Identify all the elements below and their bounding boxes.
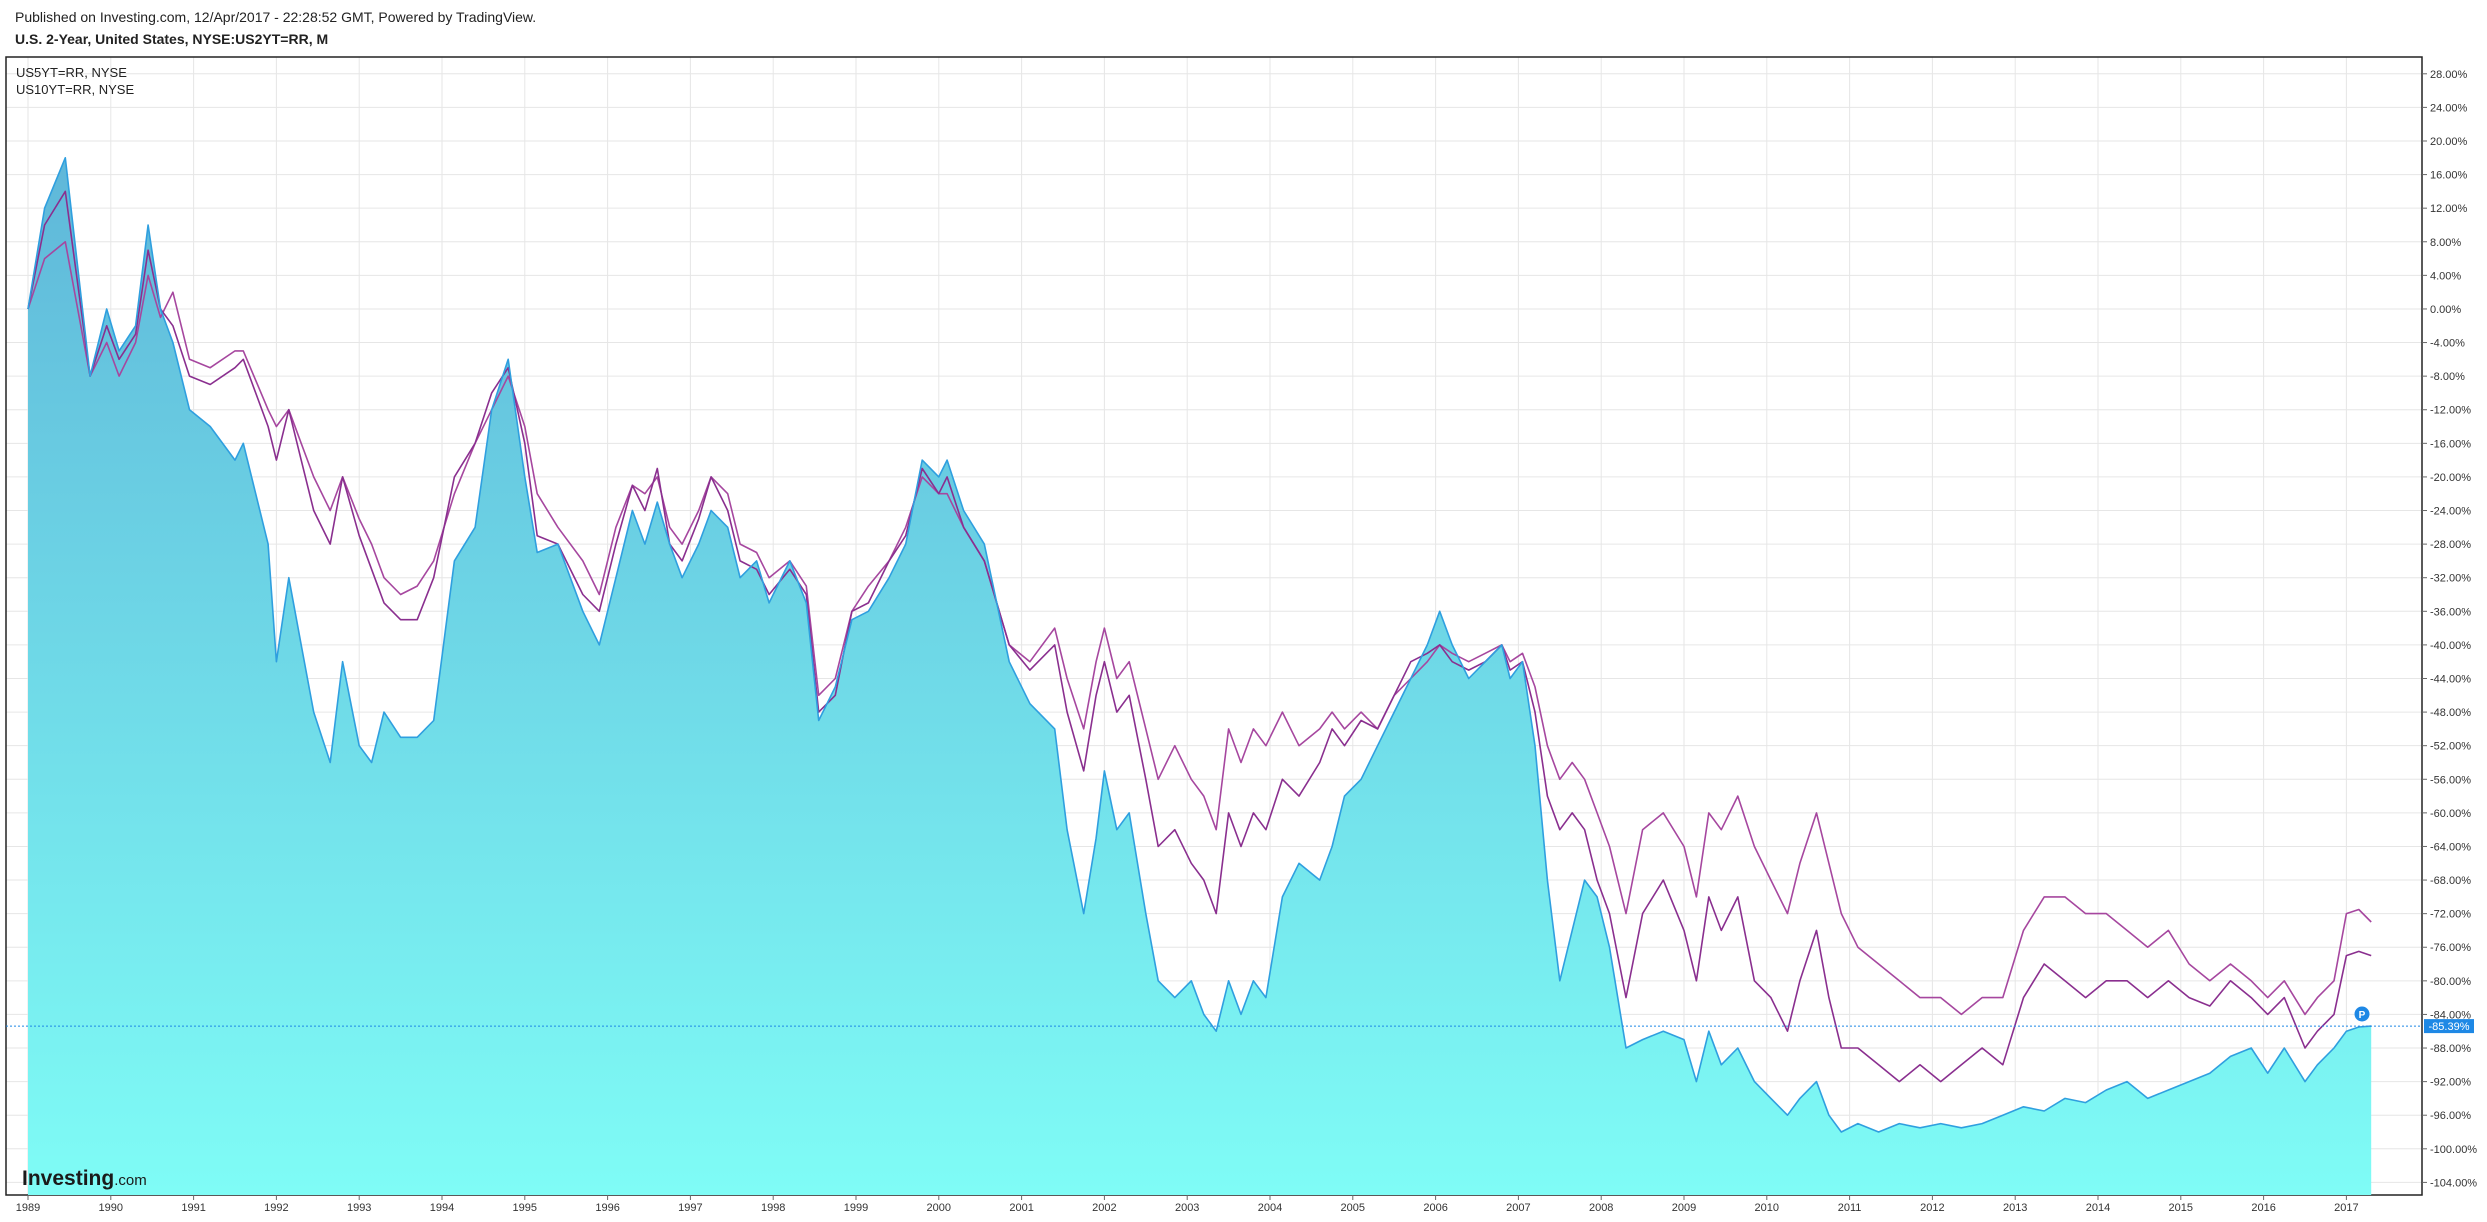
x-tick-label: 1993 [347,1202,371,1214]
y-tick-label: -96.00% [2430,1110,2471,1122]
y-tick-label: -16.00% [2430,438,2471,450]
svg-text:Investing.com: Investing.com [22,1167,147,1190]
x-tick-label: 2013 [2003,1202,2027,1214]
p-marker-label: P [2359,1010,2366,1021]
y-tick-label: -20.00% [2430,472,2471,484]
series-layer [27,157,2372,1195]
x-tick-label: 2007 [1506,1202,1530,1214]
x-tick-label: 2011 [1838,1202,1862,1214]
price-marker[interactable]: P -85.39% [2354,1006,2475,1034]
x-tick-label: 1994 [430,1202,454,1214]
y-tick-label: -36.00% [2430,606,2471,618]
x-tick-label: 1997 [678,1202,702,1214]
x-tick-label: 1998 [761,1202,785,1214]
x-tick-label: 1992 [264,1202,288,1214]
y-tick-label: 28.00% [2430,69,2468,81]
x-tick-label: 1995 [513,1202,537,1214]
y-tick-label: -32.00% [2430,573,2471,585]
y-tick-label: 4.00% [2430,270,2461,282]
y-tick-label: -72.00% [2430,909,2471,921]
y-tick-label: -52.00% [2430,741,2471,753]
investing-logo: Investing.com [22,1167,147,1190]
x-tick-label: 1990 [99,1202,123,1214]
y-tick-label: -4.00% [2430,338,2465,350]
x-tick-label: 2012 [1920,1202,1944,1214]
y-tick-label: -68.00% [2430,875,2471,887]
p-marker-icon[interactable] [2354,1006,2370,1022]
y-tick-label: 20.00% [2430,136,2468,148]
series-line-us5y [27,190,2372,1083]
y-axis[interactable]: 28.00% 24.00% 20.00% 16.00% 12.00% 8.00% 4.00%… [2422,69,2477,1190]
x-tick-label: 2005 [1341,1202,1365,1214]
x-tick-label: 2016 [2251,1202,2275,1214]
y-tick-label: -76.00% [2430,942,2471,954]
y-tick-label: -84.00% [2430,1009,2471,1021]
x-tick-label: 1999 [844,1202,868,1214]
x-tick-label: 2003 [1175,1202,1199,1214]
series-line-us10y [27,241,2372,1016]
x-tick-label: 2009 [1672,1202,1696,1214]
x-tick-label: 2015 [2169,1202,2193,1214]
x-tick-label: 2008 [1589,1202,1613,1214]
y-tick-label: 0.00% [2430,304,2461,316]
x-tick-label: 2010 [1755,1202,1779,1214]
logo-name: Investing [22,1167,114,1190]
legend: US5YT=RR, NYSE US10YT=RR, NYSE [16,65,134,97]
y-tick-label: -24.00% [2430,506,2471,518]
y-tick-label: 12.00% [2430,203,2468,215]
y-tick-label: -44.00% [2430,673,2471,685]
y-tick-label: -12.00% [2430,405,2471,417]
logo-suffix: .com [114,1172,147,1189]
y-tick-label: -104.00% [2430,1177,2477,1189]
y-tick-label: -88.00% [2430,1043,2471,1055]
published-note: Published on Investing.com, 12/Apr/2017 … [15,9,537,25]
y-tick-label: 24.00% [2430,102,2468,114]
y-tick-label: -80.00% [2430,976,2471,988]
y-tick-label: -100.00% [2430,1144,2477,1156]
x-tick-label: 2001 [1009,1202,1033,1214]
x-axis[interactable]: 1989 1990 1991 1992 1993 1994 1995 1996 1997 1998… [16,1195,2359,1214]
y-tick-label: -40.00% [2430,640,2471,652]
y-tick-label: 16.00% [2430,170,2468,182]
x-tick-label: 2006 [1423,1202,1447,1214]
y-tick-label: -64.00% [2430,841,2471,853]
last-value-badge [2424,1019,2474,1034]
x-tick-label: 2014 [2086,1202,2110,1214]
y-tick-label: -92.00% [2430,1077,2471,1089]
x-tick-label: 1989 [16,1202,40,1214]
last-value-label: -85.39% [2429,1021,2470,1033]
legend-us10y: US10YT=RR, NYSE [16,82,134,97]
x-tick-label: 2002 [1092,1202,1116,1214]
y-tick-label: -8.00% [2430,371,2465,383]
y-tick-label: -60.00% [2430,808,2471,820]
chart-title: U.S. 2-Year, United States, NYSE:US2YT=R… [15,31,329,47]
series-area-line [27,157,2372,1133]
y-tick-label: 8.00% [2430,237,2461,249]
x-tick-label: 1991 [181,1202,205,1214]
x-tick-label: 2004 [1258,1202,1282,1214]
x-tick-label: 1996 [595,1202,619,1214]
x-tick-label: 2017 [2334,1202,2358,1214]
legend-us5y: US5YT=RR, NYSE [16,65,127,80]
y-tick-label: -28.00% [2430,539,2471,551]
series-area-fill [28,157,2372,1195]
x-tick-label: 2000 [927,1202,951,1214]
y-tick-label: -56.00% [2430,774,2471,786]
y-tick-label: -48.00% [2430,707,2471,719]
